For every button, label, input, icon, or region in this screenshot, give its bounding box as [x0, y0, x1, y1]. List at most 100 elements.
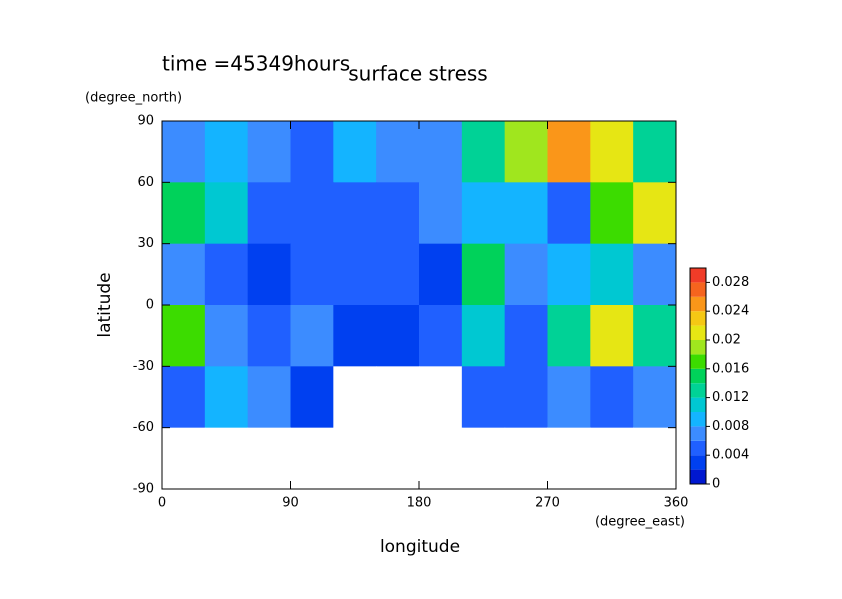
colorbar-tick-label: 0.024 — [712, 304, 749, 319]
cell — [162, 366, 206, 429]
colorbar-tick-label: 0.012 — [712, 390, 749, 405]
cell — [204, 121, 249, 183]
y-tick-label: 60 — [137, 175, 154, 190]
cell — [633, 305, 677, 367]
colorbar-segment — [690, 455, 706, 470]
cell — [590, 366, 634, 429]
cell — [333, 243, 377, 306]
colorbar-segment — [690, 354, 706, 369]
cell — [204, 366, 249, 429]
cell — [590, 243, 634, 306]
cell — [504, 366, 548, 429]
cell — [204, 305, 249, 367]
cell — [162, 121, 206, 183]
x-tick-label: 360 — [664, 496, 689, 511]
cell — [247, 305, 291, 367]
cell — [162, 305, 206, 367]
cell — [633, 366, 677, 429]
cell — [333, 305, 377, 367]
y-tick-label: -90 — [133, 482, 154, 497]
cell — [419, 243, 463, 306]
cell — [419, 305, 463, 367]
cell — [504, 427, 548, 490]
cell — [247, 243, 291, 306]
cell — [333, 121, 377, 183]
cell — [633, 182, 677, 245]
y-unit: (degree_north) — [85, 91, 182, 106]
cell — [376, 182, 420, 245]
colorbar-segment — [690, 325, 706, 340]
cell — [419, 121, 463, 183]
colorbar-tick-label: 0.02 — [712, 333, 741, 348]
cell — [633, 427, 677, 490]
cell — [419, 366, 463, 429]
cell — [504, 305, 548, 367]
colorbar-tick-label: 0.004 — [712, 448, 749, 463]
cell — [633, 243, 677, 306]
cell — [461, 243, 506, 306]
y-tick-label: 0 — [146, 298, 154, 313]
cell — [247, 427, 291, 490]
cell — [504, 243, 548, 306]
colorbar-tick-label: 0.016 — [712, 361, 749, 376]
cell — [461, 182, 506, 245]
colorbar-frame — [689, 267, 707, 485]
cell — [461, 427, 506, 490]
cell — [590, 427, 634, 490]
colorbar-segment — [690, 440, 706, 456]
cell — [333, 182, 377, 245]
cell — [290, 243, 334, 306]
y-tick-label: 90 — [137, 114, 154, 129]
cell — [504, 121, 548, 183]
colorbar-segment — [690, 412, 706, 427]
x-tick-label: 180 — [407, 496, 432, 511]
y-axis-label: latitude — [95, 272, 115, 337]
colorbar-segment — [690, 340, 706, 355]
cell — [333, 366, 377, 429]
subtitle: time =45349hours — [162, 52, 350, 76]
cell — [419, 182, 463, 245]
cell — [461, 121, 506, 183]
colorbar-segment — [690, 426, 706, 441]
y-tick-label: -30 — [133, 359, 154, 374]
cell — [204, 243, 249, 306]
colorbar-segment — [690, 383, 706, 398]
cell — [162, 243, 206, 306]
cell — [547, 305, 591, 367]
cell — [204, 182, 249, 245]
x-unit: (degree_east) — [595, 515, 685, 530]
cell — [590, 121, 634, 183]
colorbar-segment — [690, 296, 706, 312]
colorbar-segment — [690, 311, 706, 326]
cell — [290, 182, 334, 245]
cell — [162, 427, 206, 490]
cell — [633, 121, 677, 183]
cell — [547, 182, 591, 245]
cell — [376, 305, 420, 367]
x-tick-label: 270 — [535, 496, 560, 511]
cell — [419, 427, 463, 490]
chart-title: surface stress — [348, 62, 487, 86]
cell — [461, 366, 506, 429]
cell — [376, 243, 420, 306]
cell — [290, 427, 334, 490]
colorbar-tick-label: 0 — [712, 477, 720, 492]
colorbar-tick-label: 0.008 — [712, 419, 749, 434]
colorbar-segment — [690, 397, 706, 412]
cell — [547, 243, 591, 306]
cell — [247, 182, 291, 245]
cell — [247, 366, 291, 429]
cell — [547, 366, 591, 429]
cell — [376, 427, 420, 490]
colorbar-segment — [690, 469, 706, 484]
cell — [290, 305, 334, 367]
cell — [504, 182, 548, 245]
cell — [204, 427, 249, 490]
x-tick-label: 0 — [158, 496, 166, 511]
cell — [376, 366, 420, 429]
cell — [376, 121, 420, 183]
x-axis-label: longitude — [380, 537, 460, 557]
colorbar-tick-label: 0.028 — [712, 275, 749, 290]
y-tick-label: -60 — [133, 420, 154, 435]
